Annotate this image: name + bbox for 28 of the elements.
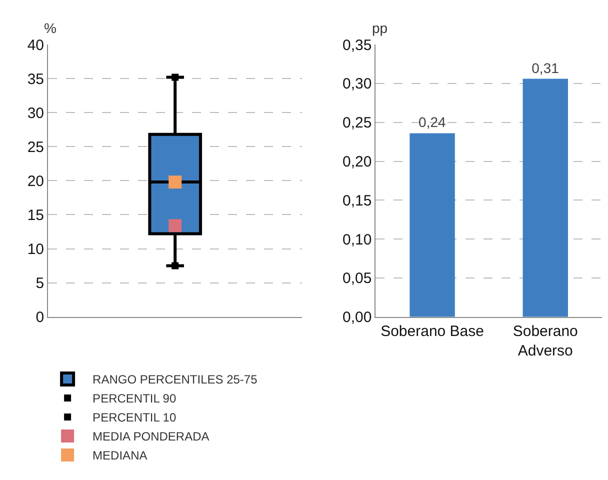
y-tick-label: 0,10 — [342, 231, 372, 248]
x-tick-label: Soberano Adverso — [512, 322, 578, 360]
y-tick-label: 0,25 — [342, 114, 372, 132]
y-tick-label: 0,30 — [342, 76, 372, 93]
y-tick-label: 10 — [27, 241, 44, 258]
legend-label: MEDIANA — [92, 448, 148, 463]
legend-label: PERCENTIL 10 — [92, 410, 176, 425]
y-tick-label: 40 — [27, 36, 44, 54]
legend-label: RANGO PERCENTILES 25-75 — [92, 372, 258, 387]
x-tick-label: Soberano Base — [380, 322, 484, 340]
y-tick-label: 35 — [27, 70, 44, 88]
y-tick-label: 20 — [27, 172, 44, 190]
data-label: 0,31 — [532, 60, 560, 76]
y-tick-label: 0,15 — [342, 192, 372, 210]
y-tick-label: 5 — [36, 275, 44, 292]
y-tick-label: 15 — [27, 206, 44, 224]
y-tick-label: 0,35 — [342, 36, 372, 54]
y-tick-label: 0,05 — [342, 270, 372, 288]
y-axis-title: pp — [372, 20, 388, 36]
y-tick-label: 30 — [27, 104, 44, 122]
y-axis-title: % — [44, 20, 56, 36]
data-label: 0,24 — [418, 114, 446, 130]
legend-label: PERCENTIL 90 — [92, 392, 176, 406]
y-tick-label: 0,00 — [342, 309, 372, 326]
legend-label: MEDIA PONDERADA — [92, 430, 210, 444]
y-tick-label: 0,20 — [342, 154, 372, 171]
y-tick-label: 0 — [36, 309, 44, 326]
y-tick-label: 25 — [27, 138, 44, 156]
